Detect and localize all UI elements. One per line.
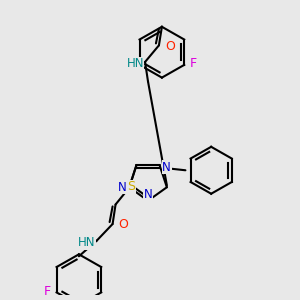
Text: O: O <box>165 40 175 53</box>
Text: N: N <box>118 181 127 194</box>
Text: O: O <box>118 218 128 232</box>
Text: S: S <box>128 180 135 194</box>
Text: HN: HN <box>126 57 144 70</box>
Text: F: F <box>190 57 197 70</box>
Text: N: N <box>144 188 152 201</box>
Text: N: N <box>162 161 171 174</box>
Text: F: F <box>44 285 51 298</box>
Text: HN: HN <box>78 236 96 249</box>
